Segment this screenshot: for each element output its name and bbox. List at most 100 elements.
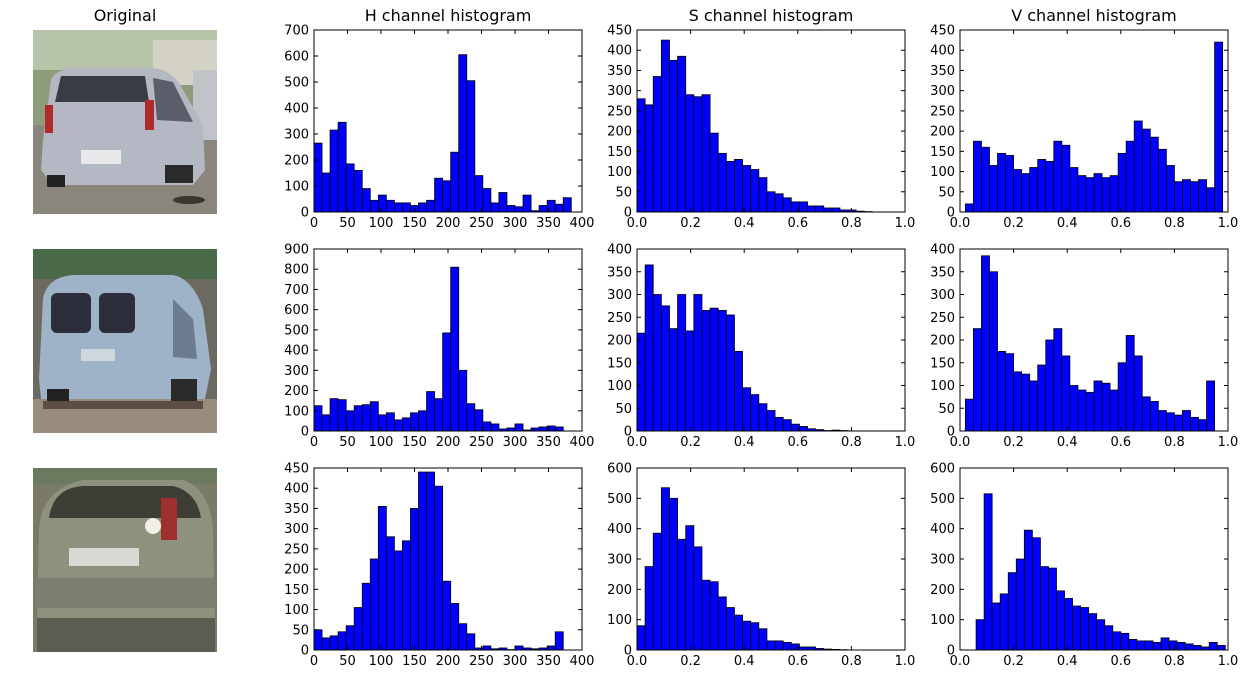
histogram-bar	[450, 151, 460, 213]
histogram-bar	[701, 579, 711, 651]
histogram-bar	[1045, 339, 1055, 432]
y-tick-label: 400	[607, 243, 632, 258]
x-tick-label: 0.8	[1164, 435, 1185, 450]
y-tick-label: 300	[930, 84, 955, 99]
histogram-bar	[725, 161, 735, 213]
histogram-bar	[337, 121, 347, 213]
y-tick-label: 50	[938, 185, 955, 200]
h-channel-title: H channel histogram	[364, 6, 532, 25]
x-tick-label: 1.0	[895, 216, 916, 231]
histogram-bar	[983, 493, 993, 651]
histogram-bar	[685, 330, 695, 432]
histogram-bar	[1021, 373, 1031, 432]
histogram-bar	[1088, 613, 1098, 651]
histogram-bar	[1206, 187, 1216, 213]
histogram-bar	[1056, 590, 1065, 651]
histogram-bar	[823, 207, 833, 213]
histogram-bar	[1160, 637, 1170, 651]
x-tick-label: 0.0	[627, 216, 648, 231]
histogram-bar	[522, 194, 532, 213]
histogram-bar	[1101, 177, 1111, 213]
x-tick-label: 250	[469, 216, 494, 231]
histogram-bar	[1165, 412, 1175, 432]
y-tick-label: 250	[607, 104, 632, 119]
y-tick-label: 200	[284, 384, 309, 399]
histogram-bar	[1125, 140, 1135, 213]
histogram-bar	[1072, 605, 1082, 651]
y-tick-label: 100	[607, 165, 632, 180]
histogram-bar	[538, 426, 548, 432]
x-tick-label: 0.8	[841, 216, 862, 231]
histogram-bar	[766, 410, 776, 432]
histogram-bar	[353, 405, 363, 432]
histogram-bar	[991, 602, 1001, 651]
y-tick-label: 150	[930, 356, 955, 371]
x-tick-label: 0.0	[627, 435, 648, 450]
y-tick-label: 700	[284, 283, 309, 298]
histogram-bar	[1015, 558, 1025, 651]
x-tick-label: 0.6	[787, 435, 808, 450]
x-tick-label: 350	[536, 654, 561, 669]
histogram-bar	[717, 152, 727, 213]
histogram-bar	[554, 631, 564, 651]
y-tick-label: 500	[930, 492, 955, 507]
x-tick-label: 0.0	[950, 435, 971, 450]
histogram-bar	[758, 177, 768, 213]
histogram-bar	[1080, 607, 1090, 651]
x-tick-label: 0.4	[734, 216, 755, 231]
histogram-bar	[426, 391, 435, 432]
histogram-bar	[1077, 389, 1087, 432]
y-tick-label: 0	[301, 644, 309, 659]
x-tick-label: 250	[469, 654, 494, 669]
histogram-bar	[385, 412, 395, 432]
histogram-bar	[701, 94, 711, 213]
x-tick-label: 0.4	[734, 654, 755, 669]
x-tick-label: 50	[339, 216, 356, 231]
x-tick-label: 150	[402, 654, 427, 669]
histogram-bar	[652, 76, 662, 213]
y-tick-label: 350	[607, 64, 632, 79]
histogram-bar	[709, 307, 719, 432]
y-tick-label: 500	[284, 76, 309, 91]
x-tick-label: 400	[570, 654, 595, 669]
histogram-bar	[644, 566, 654, 651]
y-tick-label: 100	[930, 165, 955, 180]
histogram-bar	[1144, 640, 1154, 651]
histogram-bar	[717, 310, 727, 432]
x-tick-label: 100	[369, 654, 394, 669]
histogram-bar	[329, 635, 339, 651]
histogram-bar	[369, 401, 379, 432]
histogram-bar	[742, 620, 752, 651]
histogram-bar	[1133, 355, 1143, 432]
y-tick-label: 800	[284, 263, 309, 278]
histogram-bar	[353, 169, 363, 213]
histogram-bar	[677, 538, 687, 651]
histogram-bar	[1061, 355, 1071, 432]
y-tick-label: 100	[607, 613, 632, 628]
histogram-bar	[1149, 401, 1159, 432]
histogram-bar	[1013, 371, 1023, 432]
x-tick-label: 300	[503, 216, 528, 231]
histogram-bar	[758, 628, 768, 651]
histogram-bar	[1141, 396, 1151, 432]
histogram-bar	[815, 205, 825, 213]
histogram-bar	[1112, 631, 1122, 651]
histogram-bar	[1007, 572, 1017, 651]
histogram-bar	[538, 205, 548, 213]
x-tick-label: 0.2	[680, 216, 701, 231]
histogram-bar	[636, 332, 646, 432]
histogram-bar	[450, 603, 460, 651]
y-tick-label: 250	[930, 104, 955, 119]
x-tick-label: 0.6	[1110, 654, 1131, 669]
histogram-bar	[458, 623, 468, 651]
histogram-h-row-1: 0 50 100 150 200 250 300 350 400 0 100 200 300 400 500…	[284, 24, 594, 232]
histogram-bar	[725, 607, 735, 651]
histogram-bar	[709, 132, 719, 213]
y-tick-label: 0	[947, 206, 955, 221]
histogram-bar	[717, 596, 727, 651]
y-tick-label: 300	[284, 522, 309, 537]
x-tick-label: 0.2	[680, 435, 701, 450]
histogram-bar	[1190, 416, 1199, 432]
y-tick-label: 400	[930, 522, 955, 537]
